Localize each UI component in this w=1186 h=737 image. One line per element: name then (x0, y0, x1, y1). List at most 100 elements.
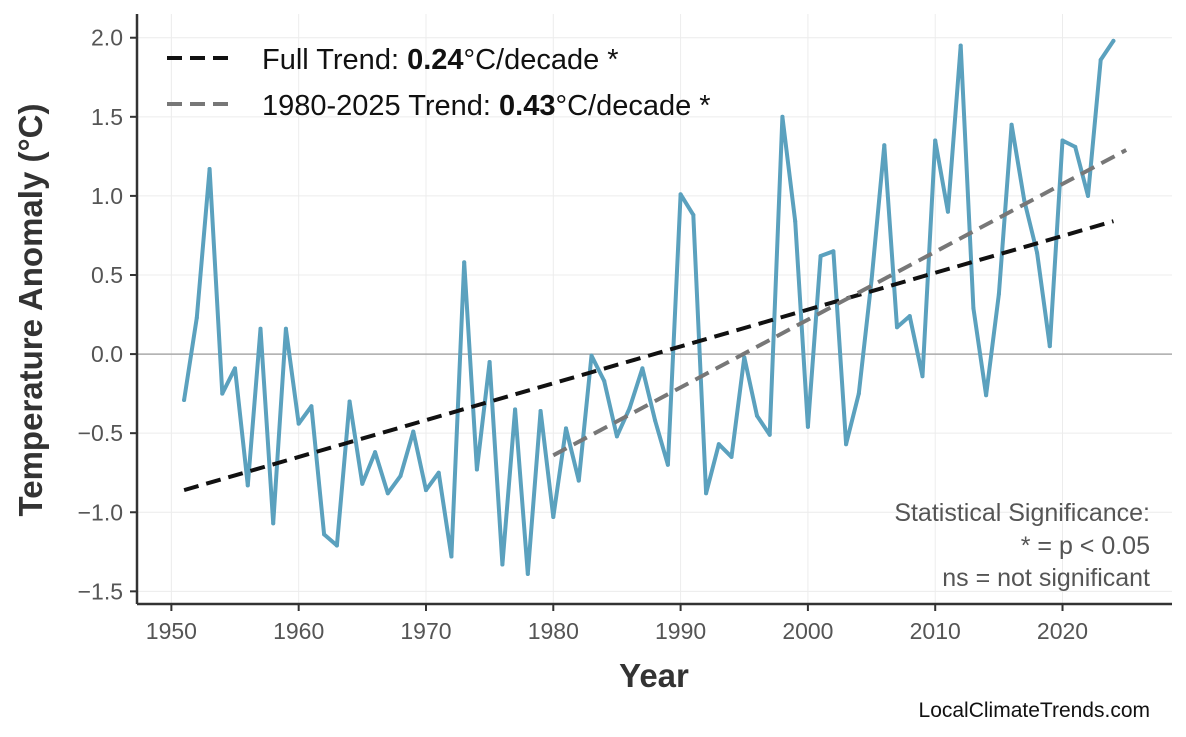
data-point (207, 167, 212, 172)
data-point (360, 481, 365, 486)
trend-layer (183, 148, 1128, 493)
y-axis-title: Temperature Anomaly (°C) (12, 104, 49, 517)
data-point (322, 532, 327, 537)
data-point (500, 562, 505, 567)
x-tick-label: 2020 (1037, 618, 1088, 644)
trend-line-1 (552, 148, 1128, 458)
y-ticks: 2.0 1.5 1.0 0.5 0.0 −0.5 −1.0 −1.5 (78, 25, 137, 604)
data-point (1098, 57, 1103, 62)
data-point (984, 393, 989, 398)
data-point (1047, 344, 1052, 349)
data-point (653, 418, 658, 423)
data-point (449, 554, 454, 559)
significance-title: Statistical Significance: (894, 499, 1150, 527)
data-point (665, 462, 670, 467)
data-point (398, 473, 403, 478)
data-point (602, 378, 607, 383)
y-tick-label: 1.0 (91, 183, 123, 209)
data-point (436, 470, 441, 475)
legend: Full Trend: 0.24°C/decade * 1980-2025 Tr… (167, 44, 711, 122)
x-axis-title: Year (619, 657, 689, 694)
data-point (271, 521, 276, 526)
data-point (933, 138, 938, 143)
y-tick-label: 0.5 (91, 262, 123, 288)
data-point (1085, 193, 1090, 198)
legend-recent-trend-suffix: °C/decade * (555, 90, 710, 122)
significance-star-legend: * = p < 0.05 (1021, 532, 1150, 560)
data-point (882, 143, 887, 148)
data-point (856, 391, 861, 396)
data-point (958, 43, 963, 48)
data-point (831, 249, 836, 254)
x-tick-label: 1960 (273, 618, 324, 644)
data-point (551, 515, 556, 520)
data-point (576, 478, 581, 483)
data-point (525, 571, 530, 576)
data-point (538, 409, 543, 414)
data-point (258, 326, 263, 331)
data-point (614, 434, 619, 439)
legend-full-trend-suffix: °C/decade * (464, 44, 619, 76)
data-point (194, 315, 199, 320)
x-tick-label: 2010 (910, 618, 961, 644)
data-point (334, 543, 339, 548)
series-layer (182, 38, 1116, 576)
data-point (309, 404, 314, 409)
data-point (691, 212, 696, 217)
data-point (805, 424, 810, 429)
y-tick-label: 1.5 (91, 104, 123, 130)
data-point (818, 254, 823, 259)
data-point (182, 397, 187, 402)
legend-recent-trend-name: 1980-2025 Trend: (262, 90, 499, 122)
data-point (513, 407, 518, 412)
x-tick-label: 1950 (146, 618, 197, 644)
axes (135, 14, 1172, 606)
data-point (996, 291, 1001, 296)
data-point (895, 325, 900, 330)
y-tick-label: 0.0 (91, 341, 123, 367)
x-ticks: 1950 1960 1970 1980 1990 2000 2010 2020 (146, 604, 1088, 644)
data-point (1009, 122, 1014, 127)
y-tick-label: −1.5 (78, 578, 123, 604)
x-tick-label: 1980 (528, 618, 579, 644)
data-point (729, 454, 734, 459)
significance-ns-legend: ns = not significant (942, 564, 1150, 592)
data-point (347, 399, 352, 404)
data-point (385, 491, 390, 496)
series-line-0 (182, 38, 1116, 576)
data-point (1060, 138, 1065, 143)
data-point (564, 426, 569, 431)
data-point (411, 429, 416, 434)
data-point (869, 277, 874, 282)
data-point (487, 359, 492, 364)
data-point (678, 192, 683, 197)
data-point (1111, 38, 1116, 43)
data-point (793, 219, 798, 224)
data-point (220, 391, 225, 396)
significance-note: Statistical Significance: * = p < 0.05 n… (894, 499, 1150, 592)
y-tick-label: −1.0 (78, 499, 123, 525)
data-point (1073, 144, 1078, 149)
data-point (233, 366, 238, 371)
data-point (971, 306, 976, 311)
data-point (907, 314, 912, 319)
legend-recent-trend-rate: 0.43 (499, 90, 555, 122)
data-point (474, 467, 479, 472)
legend-label-recent-trend: 1980-2025 Trend: 0.43°C/decade * (262, 90, 711, 122)
data-point (767, 432, 772, 437)
data-point (945, 209, 950, 214)
data-point (627, 405, 632, 410)
x-tick-label: 1990 (655, 618, 706, 644)
data-point (704, 491, 709, 496)
data-point (589, 353, 594, 358)
data-point (844, 442, 849, 447)
data-point (716, 442, 721, 447)
data-point (245, 483, 250, 488)
data-point (283, 326, 288, 331)
y-tick-label: 2.0 (91, 25, 123, 51)
data-point (1035, 250, 1040, 255)
legend-label-full-trend: Full Trend: 0.24°C/decade * (262, 44, 619, 76)
x-tick-label: 1970 (400, 618, 451, 644)
data-point (373, 450, 378, 455)
